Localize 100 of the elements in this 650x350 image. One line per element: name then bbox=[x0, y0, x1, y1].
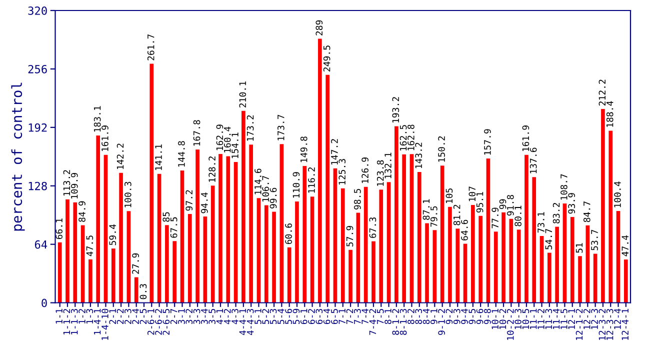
bar bbox=[417, 172, 422, 303]
data-label: 93.9 bbox=[568, 193, 576, 214]
x-tick-label: 10-5 bbox=[522, 309, 530, 329]
bar bbox=[88, 259, 92, 303]
bar bbox=[218, 154, 222, 303]
data-label: 132.1 bbox=[384, 152, 392, 178]
bar bbox=[226, 156, 230, 303]
x-tick-label: 1-2 bbox=[78, 309, 86, 324]
bar bbox=[302, 166, 307, 303]
data-label: 98.5 bbox=[354, 188, 361, 210]
bar bbox=[196, 150, 200, 303]
data-label: 105 bbox=[446, 188, 453, 203]
data-label: 51 bbox=[576, 243, 583, 253]
data-label: 91.8 bbox=[506, 194, 514, 216]
x-tick-label: 11-3 bbox=[545, 308, 552, 329]
data-label: 54.7 bbox=[545, 228, 552, 250]
bar bbox=[249, 144, 253, 303]
data-label: 289 bbox=[316, 20, 323, 36]
bar bbox=[188, 214, 192, 303]
x-tick-label: 9-8 bbox=[484, 308, 491, 324]
x-tick-label: 8-4 bbox=[422, 308, 430, 324]
x-tick-label: 8-2 bbox=[408, 309, 414, 324]
bar bbox=[104, 154, 108, 303]
bar bbox=[578, 256, 582, 303]
data-label: 173.2 bbox=[246, 115, 254, 141]
x-tick-label: 11-2 bbox=[538, 309, 544, 329]
data-label: 66.1 bbox=[56, 218, 62, 240]
data-label: 53.7 bbox=[591, 230, 598, 250]
data-label: 0.3 bbox=[140, 284, 147, 300]
bar bbox=[80, 225, 85, 303]
bar bbox=[516, 230, 521, 303]
x-tick-label: 12-1 bbox=[568, 308, 575, 329]
bar bbox=[616, 211, 620, 303]
data-label: 167.8 bbox=[193, 120, 200, 146]
x-tick-label: 2-6-5 bbox=[162, 309, 170, 335]
data-label: 162.5 bbox=[400, 125, 407, 150]
x-tick-label: 8-3 bbox=[415, 308, 422, 324]
data-label: 100.4 bbox=[614, 182, 621, 208]
x-tick-label: 5-3 bbox=[270, 308, 277, 324]
x-tick-label: 1-1-2 bbox=[63, 309, 70, 334]
bar bbox=[509, 218, 514, 303]
bar bbox=[318, 38, 322, 303]
bar bbox=[340, 188, 345, 303]
x-tick-label: 9-2 bbox=[446, 309, 453, 324]
x-tick-label: 5-9 bbox=[292, 308, 300, 324]
x-tick-label: 7-3 bbox=[354, 308, 361, 324]
bar bbox=[203, 216, 208, 303]
data-label: 95.1 bbox=[476, 192, 484, 213]
data-label: 142.2 bbox=[116, 144, 124, 170]
x-tick-label: 7-1 bbox=[338, 308, 346, 324]
x-tick-label: 6-3 bbox=[316, 308, 323, 324]
bar bbox=[119, 172, 123, 303]
x-tick-label: 10-1 bbox=[492, 308, 499, 329]
bar bbox=[494, 232, 498, 303]
bar bbox=[524, 154, 528, 303]
x-tick-label: 7-4 bbox=[362, 308, 368, 324]
bar bbox=[532, 177, 536, 303]
data-label: 161.9 bbox=[102, 126, 108, 152]
bar bbox=[234, 162, 238, 303]
data-label: 147.2 bbox=[331, 139, 338, 164]
bar bbox=[410, 154, 414, 303]
data-label: 162.9 bbox=[216, 124, 224, 150]
x-tick-label: 1-3 bbox=[86, 308, 94, 324]
x-tick-label: 7-2 bbox=[346, 309, 354, 324]
bar bbox=[256, 198, 261, 303]
x-tick-label: 12-1-2 bbox=[576, 309, 583, 340]
bar bbox=[356, 212, 360, 303]
bar bbox=[502, 212, 506, 303]
x-tick-label: 11-5 bbox=[560, 309, 568, 329]
bar bbox=[66, 199, 70, 303]
data-label: 106.7 bbox=[262, 176, 270, 202]
data-label: 80.1 bbox=[514, 206, 522, 226]
y-tick-label: 0 bbox=[42, 298, 47, 308]
x-tick-label: 4-1 bbox=[216, 308, 223, 324]
x-tick-label: 3-3 bbox=[193, 308, 200, 324]
x-tick-label: 3-5 bbox=[208, 309, 216, 324]
x-tick-label: 5-1 bbox=[254, 308, 262, 324]
data-label: 77.9 bbox=[492, 208, 499, 228]
data-label: 123.8 bbox=[376, 160, 384, 186]
x-tick-label: 1-4-1 bbox=[94, 308, 101, 334]
data-label: 87.1 bbox=[422, 199, 430, 220]
data-label: 173.7 bbox=[277, 114, 284, 140]
bar bbox=[394, 126, 398, 303]
data-label: 47.5 bbox=[86, 236, 94, 256]
x-tick-label: 5-6 bbox=[285, 308, 292, 324]
bar bbox=[264, 205, 268, 303]
data-label: 113.2 bbox=[63, 170, 70, 196]
data-label: 143.2 bbox=[415, 142, 422, 168]
bar bbox=[440, 166, 444, 303]
x-tick-label: 4-4-3 bbox=[246, 308, 254, 336]
x-tick-label: 9-5 bbox=[468, 309, 476, 324]
x-tick-label: 2-1 bbox=[109, 308, 116, 324]
data-label: 128.2 bbox=[208, 156, 216, 182]
x-tick-label: 8-1-2 bbox=[392, 309, 400, 335]
bar bbox=[486, 158, 490, 303]
bar bbox=[333, 168, 338, 303]
data-label: 64.6 bbox=[461, 220, 468, 240]
x-tick-label: 8-1 bbox=[384, 308, 392, 324]
bar bbox=[295, 201, 299, 303]
bar bbox=[463, 244, 468, 303]
